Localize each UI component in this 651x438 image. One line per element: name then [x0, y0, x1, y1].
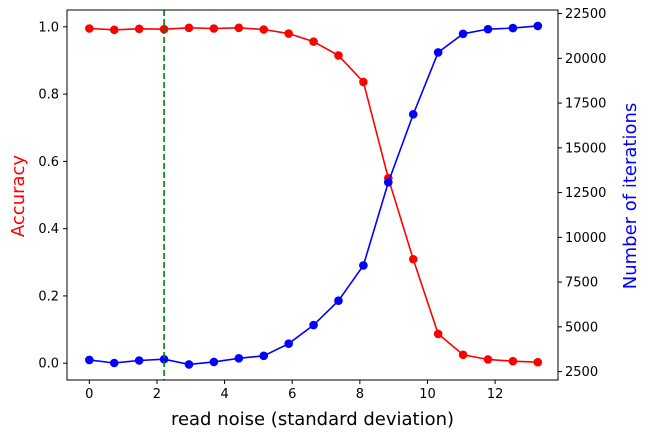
- data-point-right: [109, 358, 119, 368]
- right-y-tick-label: 10000: [565, 231, 606, 246]
- data-point-right: [483, 24, 493, 34]
- left-y-tick-label: 0.4: [38, 222, 59, 237]
- data-point-right: [433, 48, 443, 57]
- x-axis-label: read noise (standard deviation): [171, 409, 454, 430]
- data-point-right: [184, 360, 194, 369]
- axis-ticks: 0 2 4 6 8 10 12 0.0 0.2 0.4 0.6 0.8 1.0 2500 5000 7500 1…: [38, 7, 606, 402]
- data-point-left: [284, 29, 293, 38]
- right-y-tick-label: 15000: [565, 141, 606, 156]
- data-point-right: [85, 355, 94, 365]
- left-y-tick-label: 1.0: [38, 20, 59, 35]
- data-point-right: [334, 296, 343, 306]
- plot-frame: [66, 9, 559, 381]
- data-point-left: [508, 356, 518, 366]
- data-point-right: [259, 351, 269, 361]
- x-tick-label: 10: [419, 387, 436, 402]
- x-tick-label: 0: [85, 387, 93, 402]
- data-point-right: [408, 110, 418, 119]
- right-y-tick-label: 17500: [565, 97, 606, 112]
- data-point-left: [259, 25, 269, 34]
- data-point-right: [458, 29, 468, 39]
- data-point-left: [184, 23, 194, 33]
- plot-marks: [85, 10, 543, 380]
- left-y-tick-label: 0.0: [38, 357, 59, 372]
- data-point-right: [359, 261, 368, 270]
- x-tick-label: 4: [220, 387, 228, 402]
- data-point-right: [533, 21, 543, 31]
- x-tick-label: 8: [356, 387, 364, 402]
- x-tick-label: 12: [487, 387, 504, 402]
- right-y-tick-label: 7500: [565, 276, 598, 291]
- data-point-right: [384, 178, 393, 187]
- right-y-axis-label: Number of iterations: [620, 103, 641, 290]
- data-point-left: [109, 25, 119, 35]
- data-point-right: [209, 357, 219, 367]
- left-y-tick-label: 0.8: [38, 88, 59, 103]
- data-point-left: [533, 357, 543, 367]
- data-point-left: [334, 51, 343, 60]
- data-point-right: [309, 320, 318, 330]
- data-point-left: [359, 77, 368, 87]
- right-y-tick-label: 12500: [565, 186, 606, 201]
- left-y-tick-label: 0.2: [38, 289, 59, 304]
- data-point-right: [234, 354, 244, 363]
- data-point-left: [209, 24, 219, 33]
- data-point-right: [159, 354, 169, 364]
- x-tick-label: 6: [288, 387, 296, 402]
- data-point-left: [458, 350, 468, 360]
- right-y-tick-label: 20000: [565, 52, 606, 67]
- data-point-left: [483, 355, 493, 364]
- data-point-left: [408, 254, 418, 264]
- data-point-right: [284, 339, 293, 348]
- right-y-tick-label: 2500: [565, 365, 598, 380]
- data-point-left: [134, 24, 144, 34]
- left-y-axis-label: Accuracy: [8, 155, 29, 238]
- data-point-left: [234, 23, 244, 33]
- right-y-tick-label: 5000: [565, 320, 598, 335]
- data-point-right: [134, 356, 144, 365]
- right-y-tick-label: 22500: [565, 7, 606, 22]
- data-point-left: [309, 37, 318, 46]
- data-point-right: [508, 23, 518, 33]
- data-point-left: [433, 329, 443, 339]
- data-point-left: [85, 24, 94, 33]
- left-y-tick-label: 0.6: [38, 155, 59, 170]
- x-tick-label: 2: [153, 387, 161, 402]
